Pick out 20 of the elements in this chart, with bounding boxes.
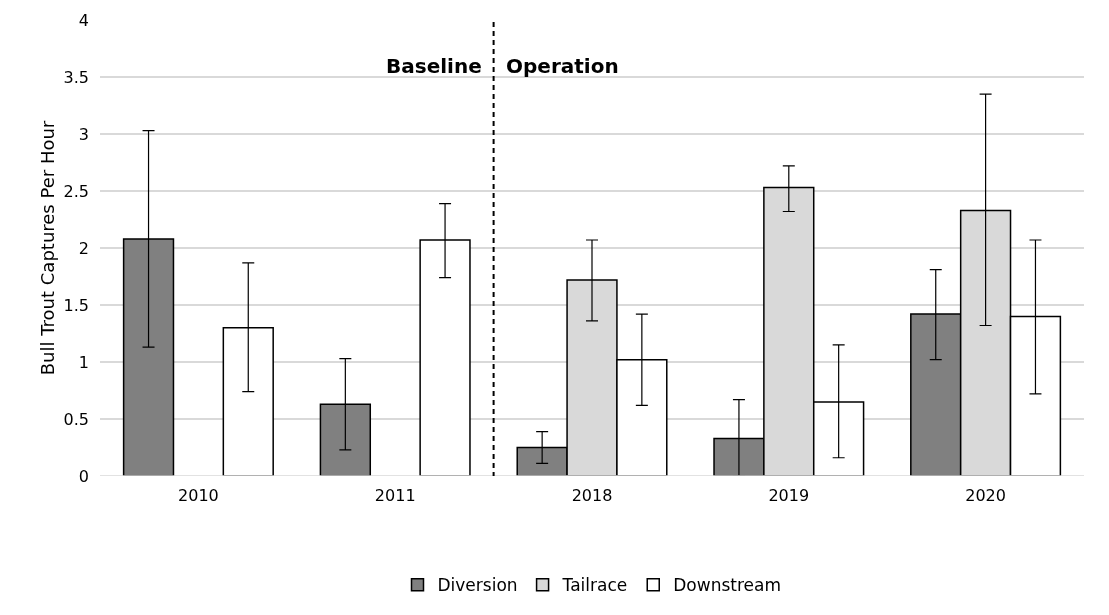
y-tick-label: 2.5 xyxy=(63,181,89,201)
y-tick-label: 0.5 xyxy=(63,409,89,429)
annotation: Operation xyxy=(506,54,619,78)
y-tick-label: 0 xyxy=(78,466,89,486)
annotation: Baseline xyxy=(386,54,482,78)
x-tick-label: 2011 xyxy=(374,486,416,505)
x-tick-label: 2020 xyxy=(965,486,1006,505)
x-tick-label: 2019 xyxy=(768,486,810,505)
y-tick-label: 2 xyxy=(78,238,89,258)
y-tick-label: 3 xyxy=(78,124,89,144)
y-axis-title: Bull Trout Captures Per Hour xyxy=(37,120,58,376)
legend-label: Diversion xyxy=(437,575,518,596)
y-tick-label: 1.5 xyxy=(63,295,89,315)
y-tick-label: 4 xyxy=(78,10,89,30)
legend-label: Tailrace xyxy=(561,575,628,596)
y-tick-label: 3.5 xyxy=(63,67,89,87)
x-tick-label: 2018 xyxy=(571,486,613,505)
x-tick-label: 2010 xyxy=(178,486,219,505)
legend-label: Downstream xyxy=(673,575,781,596)
y-tick-label: 1 xyxy=(78,352,89,372)
